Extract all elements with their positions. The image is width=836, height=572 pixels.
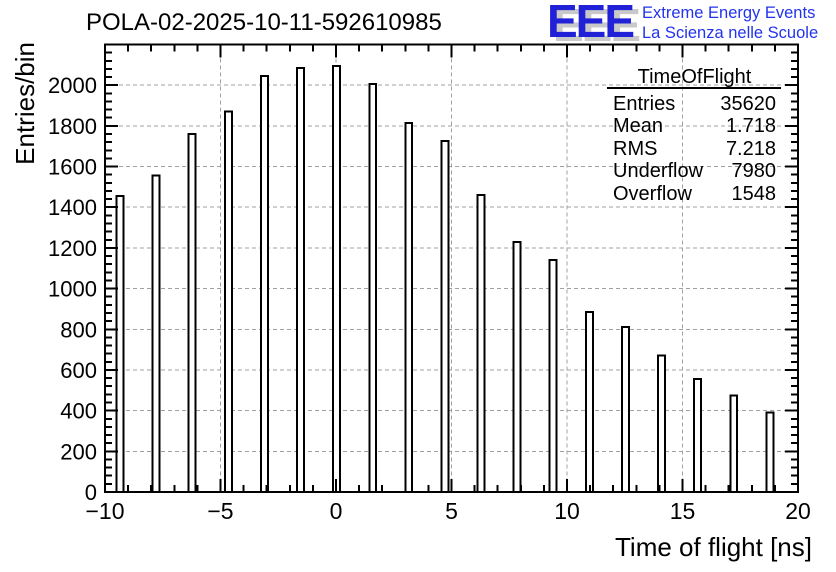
histogram-bar xyxy=(332,64,342,494)
axis-ticks xyxy=(104,43,799,493)
stat-row: Mean 1.718 xyxy=(613,115,776,137)
histogram-bar xyxy=(295,66,305,493)
y-tick-label: 400 xyxy=(60,399,97,424)
histogram-bar xyxy=(151,174,161,494)
histogram-bars xyxy=(115,64,775,494)
y-tick-label: 800 xyxy=(60,317,97,342)
stats-title-underline xyxy=(607,87,781,89)
stat-label: Mean xyxy=(613,115,664,138)
stat-row: Underflow 7980 xyxy=(613,160,776,182)
stat-row: RMS 7.218 xyxy=(613,138,776,160)
eee-logo-text: Extreme Energy Events La Scienza nelle S… xyxy=(642,3,818,43)
stat-value: 7.218 xyxy=(725,137,776,160)
plot-title: POLA-02-2025-10-11-592610985 xyxy=(86,9,442,36)
histogram-bar xyxy=(693,378,702,493)
eee-logo-line2: La Scienza nelle Scuole xyxy=(642,24,819,42)
histogram-bar xyxy=(620,326,630,494)
histogram-bar xyxy=(729,394,739,493)
histogram-bar xyxy=(440,140,450,493)
y-tick-label: 200 xyxy=(60,439,97,464)
stat-value: 1.718 xyxy=(725,115,776,138)
y-tick-label: 1400 xyxy=(48,195,97,220)
x-tick-label: 5 xyxy=(445,498,458,524)
y-tick-labels: 0 200 400 600 800 1000 1200 1400 1600 1800 2000 xyxy=(48,73,97,505)
histogram-bar xyxy=(765,411,775,493)
y-tick-label: 1000 xyxy=(48,277,97,302)
stat-value: 1548 xyxy=(731,182,777,205)
histogram-bar xyxy=(368,83,378,494)
eee-logo: EEE xyxy=(547,0,635,47)
histogram-bar xyxy=(476,194,486,493)
y-tick-label: 600 xyxy=(60,358,97,383)
y-tick-label: 1800 xyxy=(48,114,97,139)
histogram-bar xyxy=(115,195,125,494)
histogram-bar xyxy=(584,310,594,493)
y-axis-title: Entries/bin xyxy=(10,42,40,165)
x-tick-label: 0 xyxy=(330,498,343,524)
stat-label: RMS xyxy=(613,137,658,160)
stat-label: Overflow xyxy=(613,182,692,205)
y-tick-label: 0 xyxy=(85,480,97,505)
stat-label: Underflow xyxy=(613,160,704,183)
x-tick-label: 20 xyxy=(785,498,811,524)
stat-value: 35620 xyxy=(720,93,776,115)
stat-row: Overflow 1548 xyxy=(613,183,776,205)
eee-logo-line1: Extreme Energy Events xyxy=(642,4,816,22)
x-tick-labels: −10 −5 0 5 10 15 20 xyxy=(85,498,810,524)
stats-box-title: TimeOfFlight xyxy=(637,66,752,88)
x-axis-title: Time of flight [ns] xyxy=(615,532,812,562)
stat-row: Entries 35620 xyxy=(613,93,776,115)
stat-label: Entries xyxy=(613,93,676,115)
x-tick-label: −5 xyxy=(207,498,233,524)
histogram-bar xyxy=(223,110,233,493)
histogram-bar xyxy=(548,259,558,494)
x-tick-label: 15 xyxy=(670,498,696,524)
y-tick-label: 1600 xyxy=(48,155,97,180)
y-tick-label: 1200 xyxy=(48,236,97,261)
histogram-bar xyxy=(512,240,522,493)
histogram-bar xyxy=(259,75,269,493)
y-tick-label: 2000 xyxy=(48,73,97,98)
histogram-bar xyxy=(187,133,197,493)
x-tick-label: −10 xyxy=(85,498,124,524)
stat-value: 7980 xyxy=(731,160,777,183)
histogram-bar xyxy=(657,354,666,493)
stats-box: Entries 35620 Mean 1.718 RMS 7.218 Underflow 79… xyxy=(613,93,776,205)
x-tick-label: 10 xyxy=(554,498,580,524)
histogram-bar xyxy=(404,121,414,493)
